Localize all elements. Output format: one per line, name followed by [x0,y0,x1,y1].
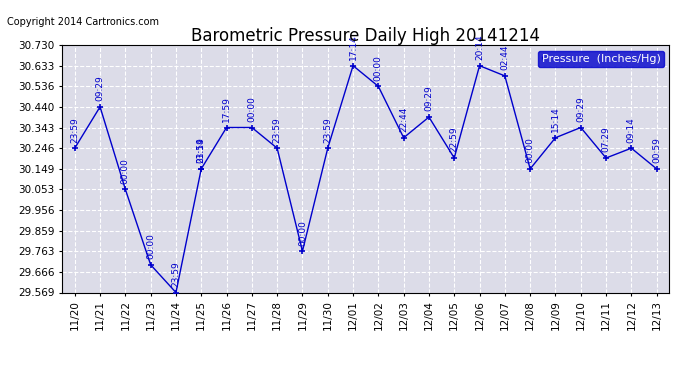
Text: 00:00: 00:00 [121,158,130,184]
Text: 07:29: 07:29 [602,127,611,152]
Text: 23:14: 23:14 [197,138,206,163]
Text: 23:59: 23:59 [70,117,79,142]
Title: Barometric Pressure Daily High 20141214: Barometric Pressure Daily High 20141214 [191,27,540,45]
Text: 23:59: 23:59 [171,261,181,287]
Text: 09:29: 09:29 [424,86,433,111]
Text: 00:00: 00:00 [146,233,155,259]
Text: 17:14: 17:14 [348,34,357,60]
Text: 00:00: 00:00 [526,137,535,163]
Text: 00:00: 00:00 [247,96,257,122]
Text: 22:59: 22:59 [450,127,459,152]
Text: 20:14: 20:14 [475,34,484,60]
Text: 23:59: 23:59 [323,117,333,142]
Text: 09:14: 09:14 [627,117,636,142]
Text: Copyright 2014 Cartronics.com: Copyright 2014 Cartronics.com [7,17,159,27]
Text: 02:44: 02:44 [500,45,509,70]
Text: 00:00: 00:00 [374,55,383,81]
Text: 22:44: 22:44 [399,107,408,132]
Text: 15:14: 15:14 [551,106,560,132]
Text: 09:29: 09:29 [95,75,105,101]
Legend: Pressure  (Inches/Hg): Pressure (Inches/Hg) [538,51,664,67]
Text: 17:59: 17:59 [222,96,231,122]
Text: 00:00: 00:00 [298,220,307,246]
Text: 23:59: 23:59 [273,117,282,142]
Text: 01:59: 01:59 [197,137,206,163]
Text: 00:59: 00:59 [652,137,661,163]
Text: 09:29: 09:29 [576,96,585,122]
